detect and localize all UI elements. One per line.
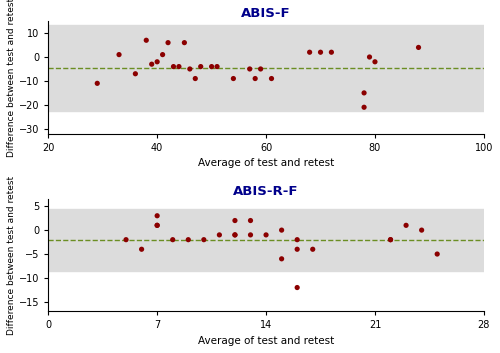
Point xyxy=(230,76,237,82)
Point xyxy=(251,76,259,82)
Point xyxy=(414,44,422,50)
Point xyxy=(246,66,254,72)
Point xyxy=(316,49,324,55)
Point xyxy=(402,222,410,228)
Point xyxy=(268,76,276,82)
Point xyxy=(231,232,239,238)
Point xyxy=(360,90,368,96)
Title: ABIS-F: ABIS-F xyxy=(241,7,291,20)
X-axis label: Average of test and retest: Average of test and retest xyxy=(198,158,334,168)
Y-axis label: Difference between test and retest: Difference between test and retest xyxy=(7,176,16,335)
Point xyxy=(306,49,314,55)
Point xyxy=(180,40,188,46)
Point xyxy=(208,64,216,70)
Point xyxy=(153,213,161,219)
Point xyxy=(153,222,161,228)
Point xyxy=(360,104,368,110)
Point xyxy=(148,61,156,67)
Point xyxy=(196,64,204,70)
Point xyxy=(153,222,161,228)
Point xyxy=(366,54,374,60)
Point xyxy=(246,218,254,223)
Point xyxy=(293,237,301,243)
Point xyxy=(433,251,441,257)
Point xyxy=(328,49,336,55)
Point xyxy=(158,52,166,58)
Point xyxy=(132,71,140,77)
Point xyxy=(115,52,123,58)
Point xyxy=(293,285,301,291)
Bar xyxy=(48,209,484,271)
Point xyxy=(386,237,394,243)
Point xyxy=(170,64,177,70)
X-axis label: Average of test and retest: Average of test and retest xyxy=(198,336,334,346)
Point xyxy=(164,40,172,46)
Y-axis label: Difference between test and retest: Difference between test and retest xyxy=(7,0,16,157)
Point xyxy=(246,232,254,238)
Point xyxy=(175,64,183,70)
Point xyxy=(278,227,285,233)
Point xyxy=(278,256,285,262)
Point xyxy=(94,80,102,86)
Point xyxy=(122,237,130,243)
Bar xyxy=(48,25,484,111)
Point xyxy=(186,66,194,72)
Point xyxy=(138,246,145,252)
Title: ABIS-R-F: ABIS-R-F xyxy=(234,185,299,198)
Point xyxy=(386,237,394,243)
Point xyxy=(153,59,161,65)
Point xyxy=(142,37,150,43)
Point xyxy=(216,232,224,238)
Point xyxy=(231,218,239,223)
Point xyxy=(168,237,176,243)
Point xyxy=(231,232,239,238)
Point xyxy=(200,237,208,243)
Point xyxy=(213,64,221,70)
Point xyxy=(256,66,264,72)
Point xyxy=(418,227,426,233)
Point xyxy=(308,246,316,252)
Point xyxy=(293,246,301,252)
Point xyxy=(371,59,379,65)
Point xyxy=(262,232,270,238)
Point xyxy=(184,237,192,243)
Point xyxy=(192,76,200,82)
